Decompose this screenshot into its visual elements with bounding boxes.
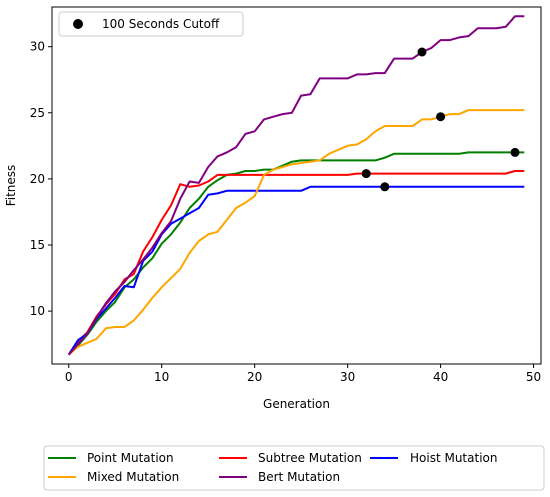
cutoff-legend-box [58,11,244,37]
cutoff-legend-label: 100 Seconds Cutoff [102,17,220,31]
y-tick-label: 25 [30,106,45,120]
x-axis-ticks: 0 10 20 30 40 50 [65,364,541,384]
y-tick-label: 30 [30,40,45,54]
y-tick-label: 15 [30,238,45,252]
x-tick-label: 30 [340,370,355,384]
x-axis-label: Generation [263,397,330,411]
y-tick-label: 20 [30,172,45,186]
legend-label-mixed-mutation: Mixed Mutation [87,470,179,484]
cutoff-legend: 100 Seconds Cutoff [58,11,244,37]
axes-frame [51,6,542,365]
cutoff-point [436,112,446,122]
cutoff-legend-marker [73,19,83,29]
legend-label-bert-mutation: Bert Mutation [258,470,340,484]
x-tick-label: 50 [526,370,541,384]
y-axis-label: Fitness [4,165,18,207]
cutoff-point [417,47,427,57]
series-legend-box [43,445,545,491]
plot-area [67,15,525,356]
legend-label-subtree-mutation: Subtree Mutation [258,451,362,465]
cutoff-point [380,182,390,192]
series-line-subtree-mutation [67,170,525,356]
series-line-mixed-mutation [68,109,525,356]
cutoff-point [361,169,371,179]
x-tick-label: 20 [247,370,262,384]
legend-label-hoist-mutation: Hoist Mutation [410,451,497,465]
series-legend: Point Mutation Subtree Mutation Hoist Muta… [43,445,545,491]
cutoff-point [510,147,520,157]
y-tick-label: 10 [30,304,45,318]
x-tick-label: 0 [65,370,73,384]
x-tick-label: 10 [154,370,169,384]
series-line-hoist-mutation [67,185,525,356]
x-tick-label: 40 [433,370,448,384]
series-line-bert-mutation [67,15,525,356]
legend-label-point-mutation: Point Mutation [87,451,174,465]
y-axis-ticks: 10 15 20 25 30 [30,40,52,318]
series-line-point-mutation [67,151,525,356]
